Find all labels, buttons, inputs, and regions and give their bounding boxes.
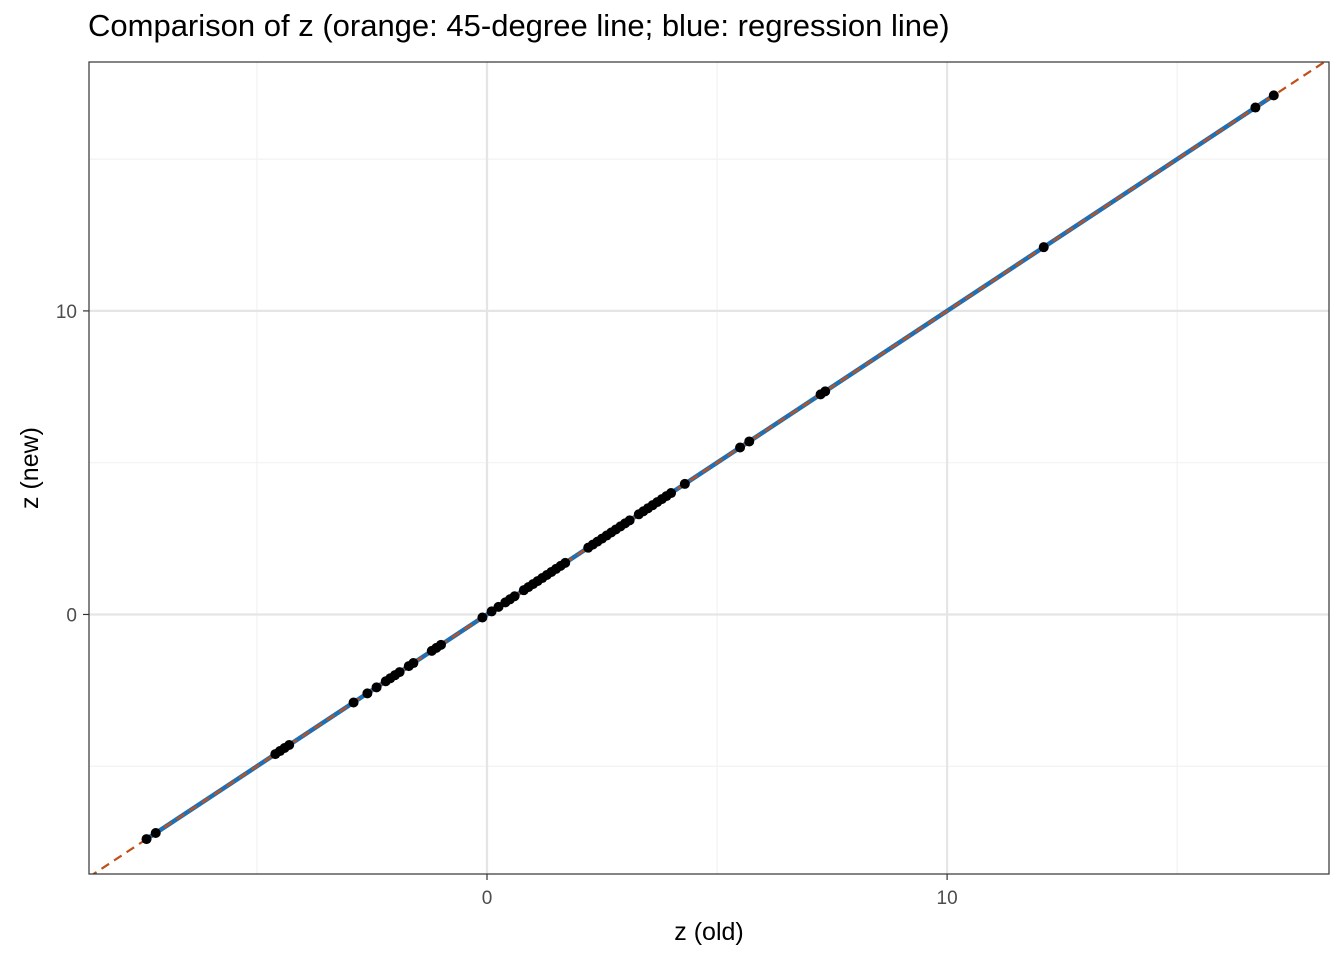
y-tick-label: 0 <box>66 605 77 626</box>
data-point <box>679 478 690 489</box>
data-point <box>348 697 359 708</box>
chart-title: Comparison of z (orange: 45-degree line;… <box>88 8 950 43</box>
x-axis-title: z (old) <box>674 918 743 946</box>
data-point <box>408 658 419 669</box>
data-point <box>362 688 373 699</box>
data-point <box>371 682 382 693</box>
minor-gridlines <box>89 62 1329 874</box>
data-point <box>284 739 295 750</box>
data-point <box>1250 102 1261 113</box>
data-point <box>477 612 488 623</box>
data-point <box>435 639 446 650</box>
x-tick-label: 0 <box>482 888 493 909</box>
data-point <box>1038 242 1049 253</box>
panel-border <box>88 61 1330 875</box>
forty-five-degree-line <box>91 62 1327 874</box>
y-tick-label: 10 <box>56 302 77 323</box>
data-point <box>735 442 746 453</box>
x-axis-ticks: 0 10 <box>482 874 958 909</box>
data-point <box>150 828 161 839</box>
data-point <box>560 557 571 568</box>
data-point <box>666 488 677 499</box>
y-axis-title: z (new) <box>16 427 44 509</box>
data-point <box>394 667 405 678</box>
major-gridlines <box>89 62 1329 874</box>
data-point <box>509 591 520 602</box>
data-point <box>1268 90 1279 101</box>
data-point <box>624 515 635 526</box>
data-point <box>141 834 152 845</box>
y-axis-ticks: 0 10 <box>56 302 89 626</box>
data-points <box>141 90 1279 845</box>
data-point <box>744 436 755 447</box>
x-tick-label: 10 <box>937 888 958 909</box>
data-point <box>820 386 831 397</box>
